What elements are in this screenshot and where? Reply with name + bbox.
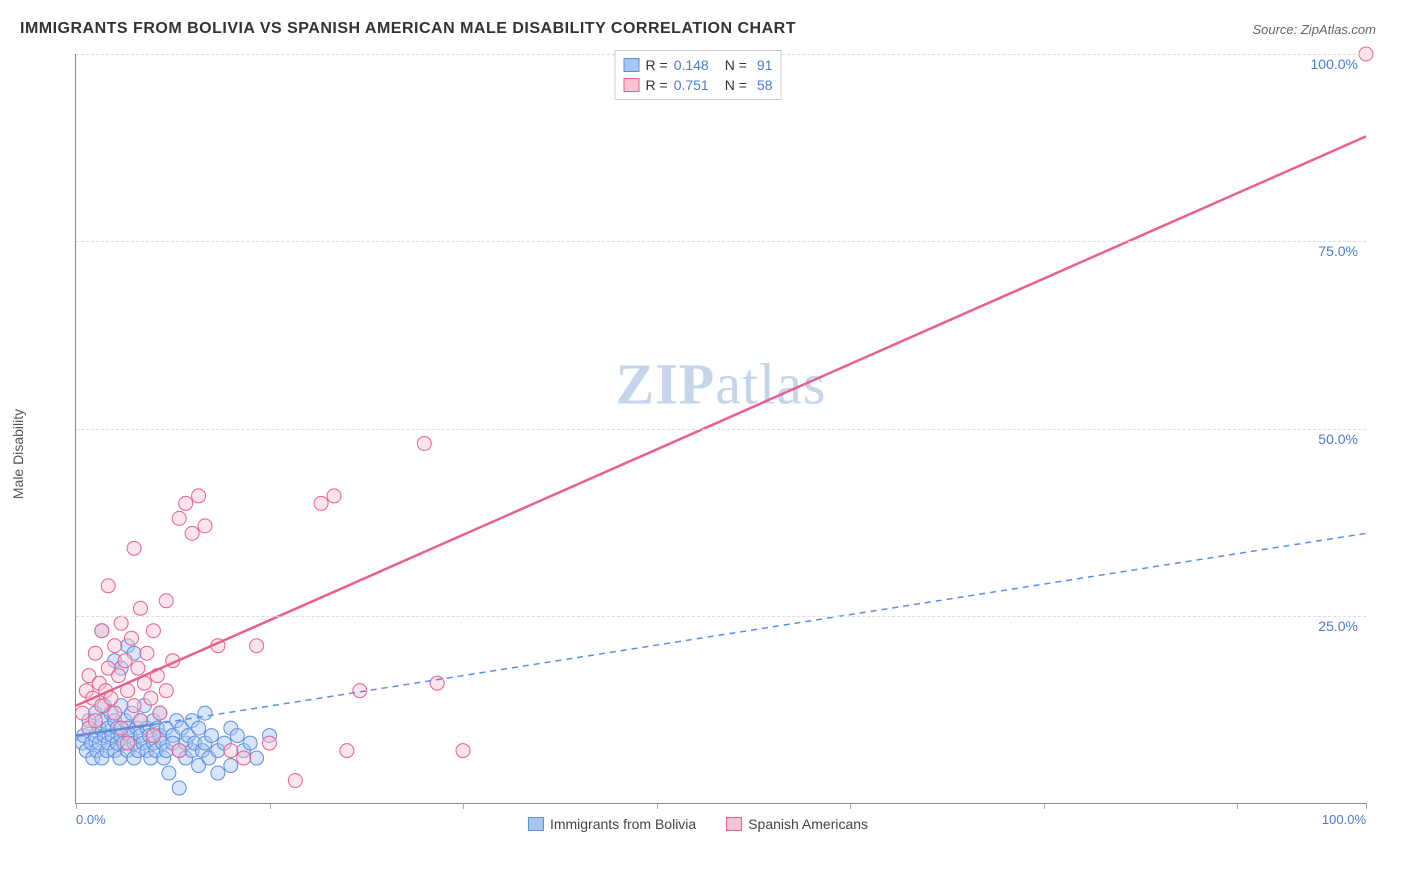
scatter-point: [288, 774, 302, 788]
r-label: R =: [646, 57, 668, 73]
x-tick-mark: [76, 803, 77, 809]
scatter-point: [185, 526, 199, 540]
scatter-point: [112, 669, 126, 683]
scatter-point: [314, 496, 328, 510]
scatter-point: [108, 706, 122, 720]
scatter-point: [172, 511, 186, 525]
n-label: N =: [725, 57, 747, 73]
chart-title: IMMIGRANTS FROM BOLIVIA VS SPANISH AMERI…: [20, 20, 796, 38]
bottom-legend-item: Immigrants from Bolivia: [528, 816, 696, 832]
scatter-point: [179, 496, 193, 510]
y-tick-label: 50.0%: [1318, 431, 1358, 447]
x-tick-mark: [1366, 803, 1367, 809]
r-label: R =: [646, 77, 668, 93]
scatter-point: [159, 684, 173, 698]
r-value: 0.148: [674, 57, 709, 73]
scatter-point: [124, 631, 138, 645]
scatter-point: [146, 624, 160, 638]
r-value: 0.751: [674, 77, 709, 93]
x-tick-mark: [850, 803, 851, 809]
scatter-point: [172, 744, 186, 758]
scatter-point: [198, 706, 212, 720]
regression-line: [76, 136, 1366, 705]
scatter-point: [127, 541, 141, 555]
legend-swatch: [726, 817, 742, 831]
y-axis-label: Male Disability: [10, 409, 26, 499]
legend-swatch: [624, 78, 640, 92]
y-tick-label: 25.0%: [1318, 618, 1358, 634]
scatter-point: [224, 744, 238, 758]
regression-line: [153, 533, 1366, 724]
scatter-point: [159, 594, 173, 608]
scatter-point: [456, 744, 470, 758]
scatter-point: [230, 729, 244, 743]
n-label: N =: [725, 77, 747, 93]
scatter-point: [88, 714, 102, 728]
scatter-point: [114, 616, 128, 630]
x-tick-mark: [463, 803, 464, 809]
scatter-point: [146, 729, 160, 743]
scatter-point: [250, 639, 264, 653]
legend-stats-row: R = 0.148 N = 91: [624, 55, 773, 75]
scatter-point: [224, 759, 238, 773]
scatter-point: [134, 601, 148, 615]
scatter-point: [101, 579, 115, 593]
bottom-legend: Immigrants from Bolivia Spanish Americans: [528, 816, 868, 832]
n-value: 91: [757, 57, 773, 73]
scatter-point: [118, 654, 132, 668]
scatter-point: [237, 751, 251, 765]
scatter-point: [144, 691, 158, 705]
y-tick-label: 75.0%: [1318, 243, 1358, 259]
x-tick-label: 0.0%: [76, 812, 106, 827]
scatter-point: [417, 436, 431, 450]
grid-line: [76, 616, 1366, 617]
scatter-point: [127, 699, 141, 713]
legend-stats-row: R = 0.751 N = 58: [624, 75, 773, 95]
header-row: IMMIGRANTS FROM BOLIVIA VS SPANISH AMERI…: [20, 20, 1376, 38]
x-tick-mark: [657, 803, 658, 809]
scatter-point: [162, 766, 176, 780]
scatter-point: [131, 661, 145, 675]
legend-label: Immigrants from Bolivia: [550, 816, 696, 832]
scatter-point: [172, 781, 186, 795]
grid-line: [76, 429, 1366, 430]
scatter-point: [204, 729, 218, 743]
grid-line: [76, 241, 1366, 242]
legend-swatch: [528, 817, 544, 831]
y-tick-label: 100.0%: [1311, 56, 1358, 72]
scatter-point: [250, 751, 264, 765]
x-tick-mark: [270, 803, 271, 809]
x-tick-mark: [1044, 803, 1045, 809]
scatter-point: [75, 706, 89, 720]
scatter-point: [263, 736, 277, 750]
chart-wrap: Male Disability ZIPatlas 25.0%50.0%75.0%…: [20, 44, 1376, 864]
n-value: 58: [757, 77, 773, 93]
scatter-point: [192, 721, 206, 735]
scatter-point: [153, 706, 167, 720]
scatter-point: [108, 639, 122, 653]
scatter-point: [88, 646, 102, 660]
x-tick-mark: [1237, 803, 1238, 809]
source-label: Source: ZipAtlas.com: [1252, 22, 1376, 37]
scatter-point: [211, 766, 225, 780]
legend-stats-box: R = 0.148 N = 91 R = 0.751 N = 58: [615, 50, 782, 100]
scatter-point: [198, 519, 212, 533]
scatter-point: [140, 646, 154, 660]
bottom-legend-item: Spanish Americans: [726, 816, 868, 832]
scatter-point: [327, 489, 341, 503]
chart-container: IMMIGRANTS FROM BOLIVIA VS SPANISH AMERI…: [0, 0, 1406, 892]
scatter-point: [430, 676, 444, 690]
scatter-point: [243, 736, 257, 750]
scatter-point: [192, 489, 206, 503]
legend-swatch: [624, 58, 640, 72]
scatter-point: [121, 736, 135, 750]
scatter-point: [95, 624, 109, 638]
x-tick-label: 100.0%: [1322, 812, 1366, 827]
legend-label: Spanish Americans: [748, 816, 868, 832]
plot-area: ZIPatlas 25.0%50.0%75.0%100.0%0.0%100.0%: [75, 54, 1366, 804]
scatter-point: [340, 744, 354, 758]
